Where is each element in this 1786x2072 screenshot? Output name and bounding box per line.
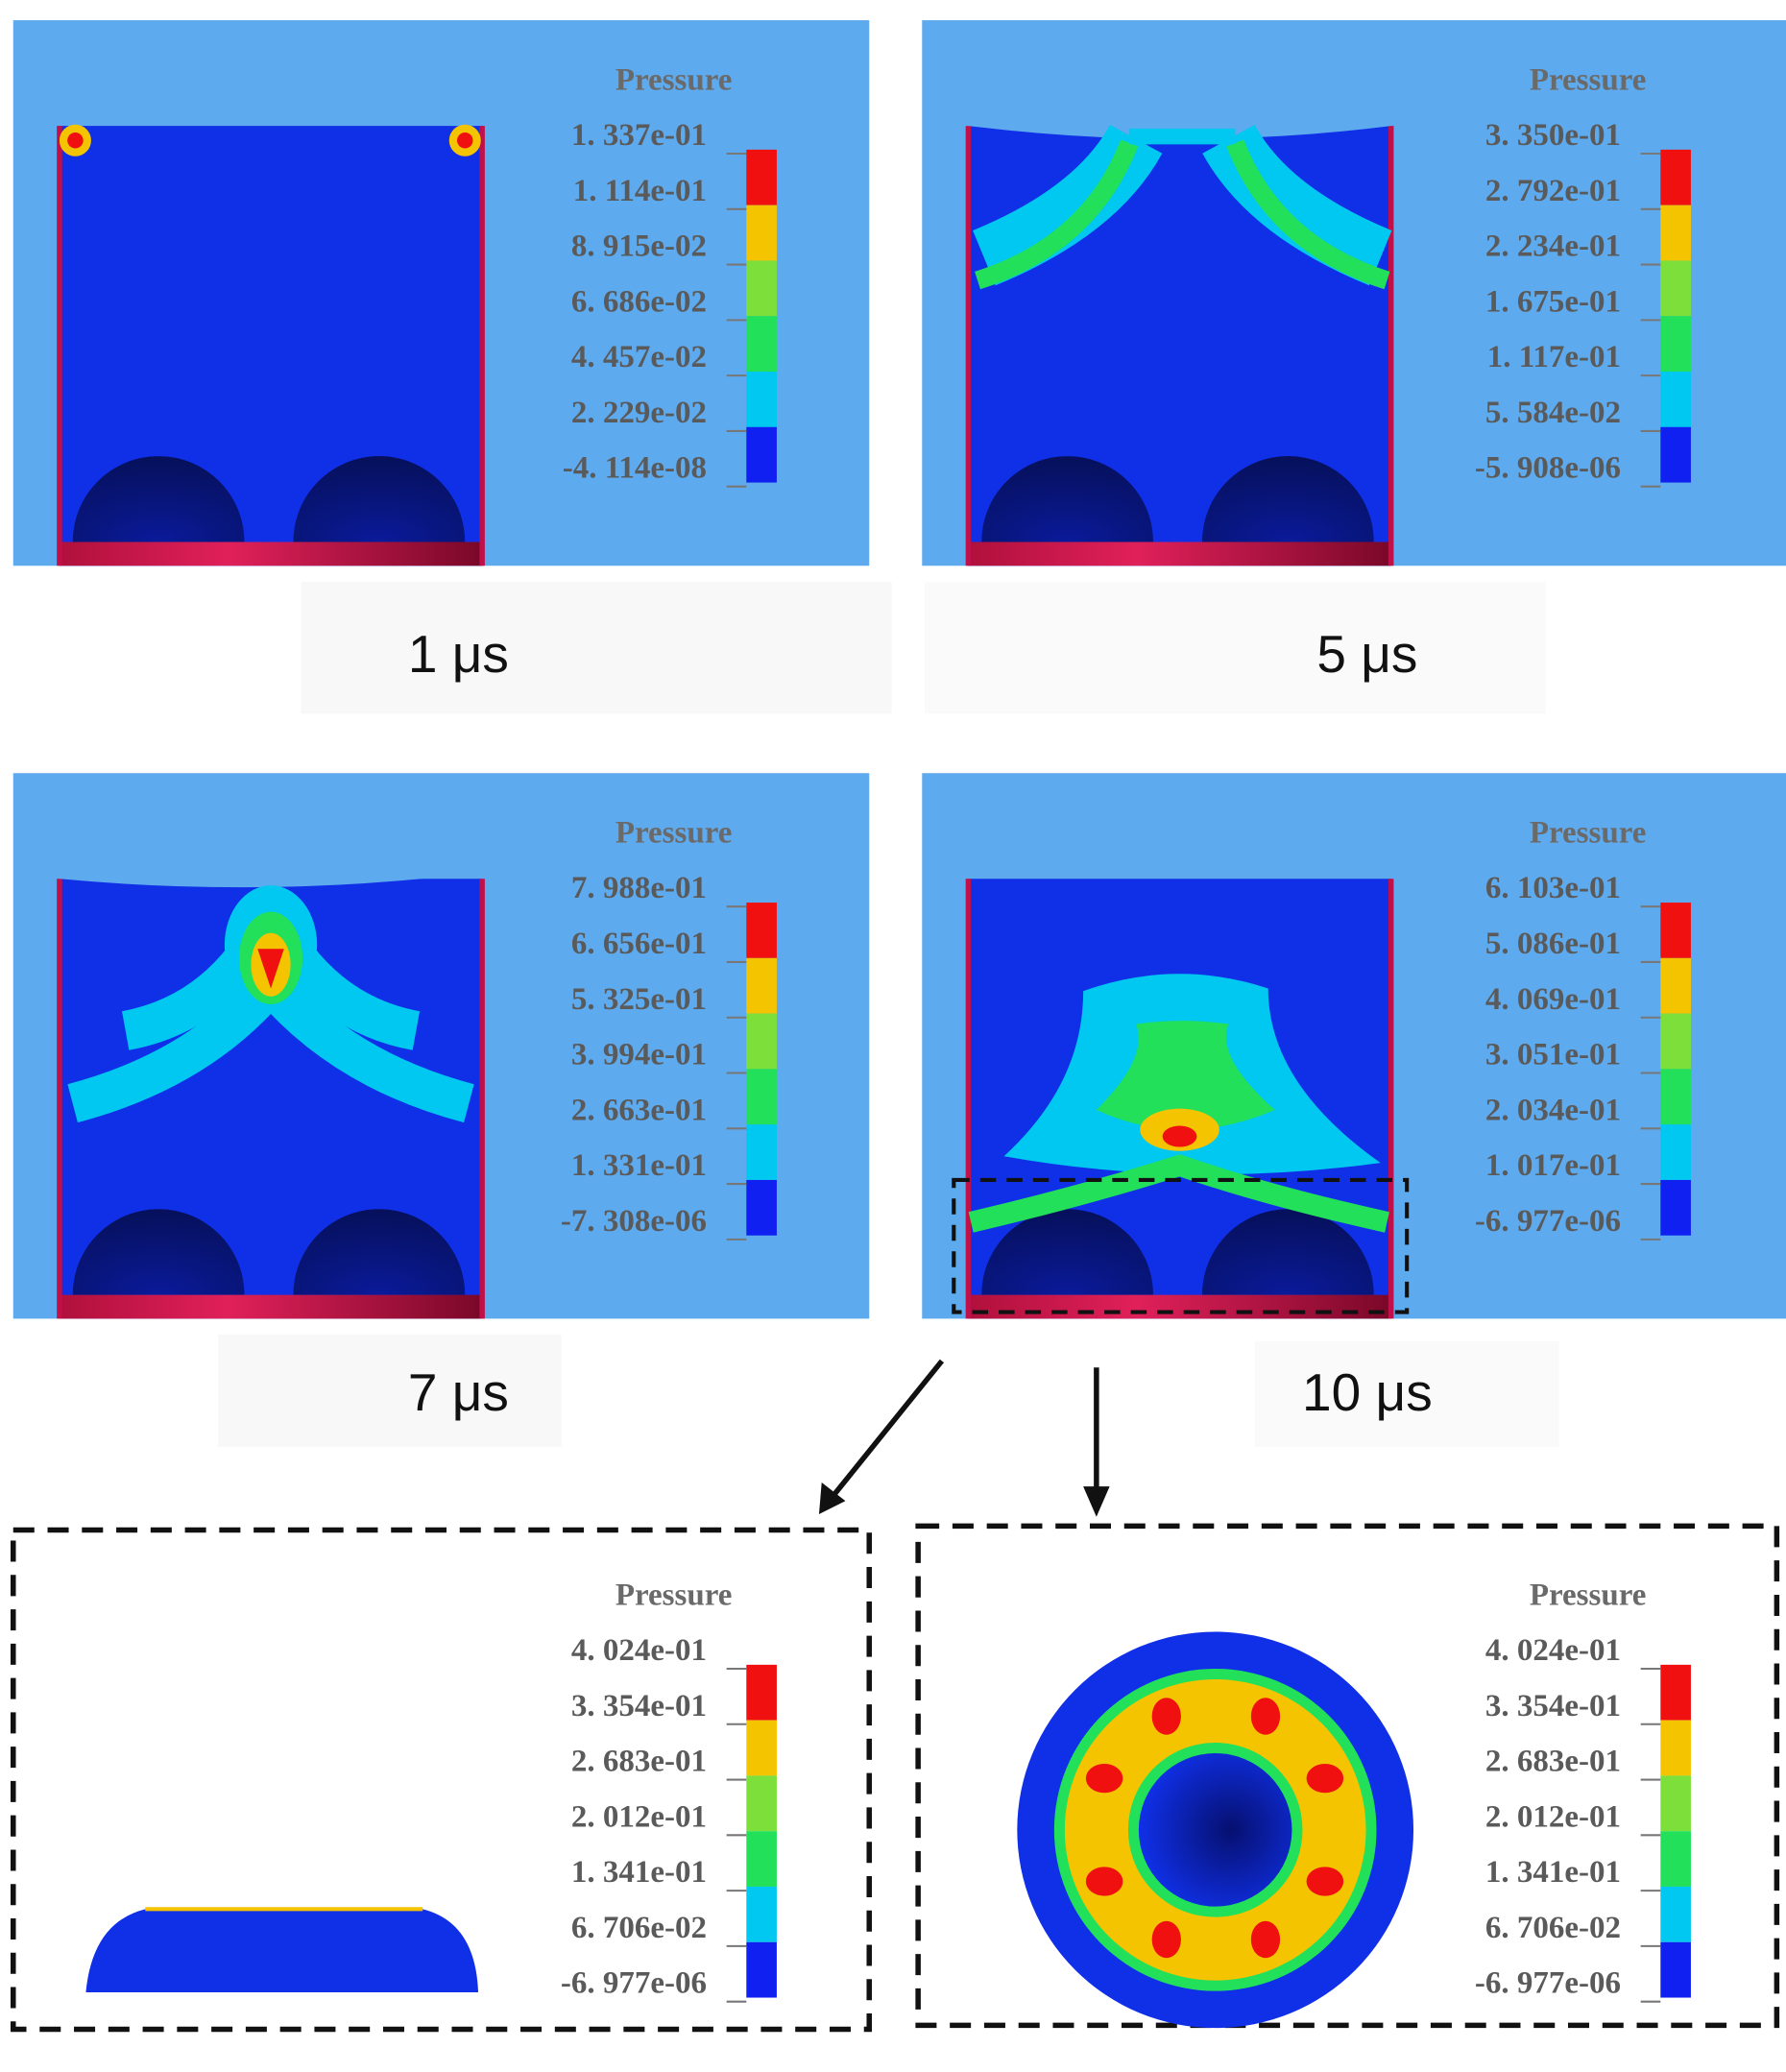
colorbar-segment: [746, 1775, 777, 1832]
legend-label: 1. 017e-01: [1485, 1148, 1621, 1183]
colorbar-segment: [746, 1013, 777, 1070]
legend-label: -7. 308e-06: [561, 1204, 707, 1239]
colorbar-segment: [1660, 149, 1691, 205]
legend-label: -6. 977e-06: [1475, 1966, 1621, 2001]
colorbar-segment: [746, 1124, 777, 1180]
colorbar-segment: [746, 316, 777, 373]
colorbar-segment: [746, 957, 777, 1014]
colorbar-segment: [1660, 1886, 1691, 1942]
legend-title: Pressure: [615, 1578, 733, 1612]
colorbar-segment: [1660, 205, 1691, 261]
colorbar-segment: [746, 1069, 777, 1125]
arrows: [818, 1359, 1110, 1517]
legend-label: -5. 908e-06: [1475, 451, 1621, 486]
legend-title: Pressure: [1530, 62, 1647, 97]
colorbar-segment: [1660, 1124, 1691, 1180]
legend-label: 6. 656e-01: [571, 927, 707, 961]
time-caption: 5 μs: [1316, 624, 1417, 684]
legend-label: 2. 234e-01: [1485, 229, 1621, 264]
legend-label: 1. 675e-01: [1485, 284, 1621, 319]
legend-label: -6. 977e-06: [561, 1966, 707, 2001]
colorbar-segment: [1660, 903, 1691, 958]
legend-label: 4. 024e-01: [571, 1633, 707, 1668]
legend-label: 1. 341e-01: [1485, 1855, 1621, 1890]
legend-label: 4. 069e-01: [1485, 982, 1621, 1017]
colorbar-segment: [1660, 426, 1691, 483]
legend-title: Pressure: [615, 62, 733, 97]
legend-label: -4. 114e-08: [563, 451, 707, 486]
colorbar-segment: [746, 426, 777, 483]
colorbar-segment: [746, 1664, 777, 1721]
colorbar-segment: [1660, 1069, 1691, 1125]
legend-label: 1. 337e-01: [571, 118, 707, 153]
colorbar-segment: [746, 1179, 777, 1236]
legend-label: 2. 229e-02: [571, 396, 707, 430]
colorbar-segment: [1660, 1941, 1691, 1998]
colorbar-segment: [1660, 1013, 1691, 1070]
legend-label: 2. 012e-01: [571, 1799, 707, 1834]
legend-label: 7. 988e-01: [571, 871, 707, 905]
simulation-1us: [60, 125, 482, 566]
legend-title: Pressure: [1530, 815, 1647, 850]
legend-label: 5. 584e-02: [1485, 396, 1621, 430]
legend-label: 3. 354e-01: [571, 1689, 707, 1723]
colorbar-segment: [746, 1720, 777, 1776]
legend-label: 6. 706e-02: [1485, 1911, 1621, 1945]
simulation-10us: [952, 879, 1410, 1318]
legend-label: 3. 994e-01: [571, 1038, 707, 1072]
zoom-side: [11, 1527, 872, 2033]
legend-label: 1. 341e-01: [571, 1855, 707, 1890]
legends: Pressure 1. 337e-01 1. 114e-01 8. 915e-02 6.…: [408, 62, 1691, 2003]
colorbar-segment: [746, 149, 777, 205]
colorbar-segment: [1660, 1775, 1691, 1832]
legend-label: 3. 051e-01: [1485, 1038, 1621, 1072]
legend-label: 1. 114e-01: [573, 174, 707, 208]
legend-title: Pressure: [1530, 1578, 1647, 1612]
colorbar-segment: [746, 205, 777, 261]
legend-label: 5. 325e-01: [571, 982, 707, 1017]
colorbar-segment: [1660, 316, 1691, 373]
legend-label: 2. 012e-01: [1485, 1799, 1621, 1834]
colorbar-segment: [746, 1886, 777, 1942]
legend-label: 3. 350e-01: [1485, 118, 1621, 153]
legend-label: 6. 103e-01: [1485, 871, 1621, 905]
legend-label: 8. 915e-02: [571, 229, 707, 264]
colorbar-segment: [1660, 1720, 1691, 1776]
legend-label: 2. 792e-01: [1485, 174, 1621, 208]
legend-label: 5. 086e-01: [1485, 927, 1621, 961]
legend-label: 1. 117e-01: [1487, 340, 1621, 374]
legend-label: 2. 034e-01: [1485, 1093, 1621, 1127]
legend-label: 2. 683e-01: [571, 1745, 707, 1779]
colorbar-segment: [746, 372, 777, 427]
legend-label: 2. 683e-01: [1485, 1745, 1621, 1779]
legend-title: Pressure: [615, 815, 733, 850]
colorbar-segment: [1660, 1831, 1691, 1887]
zoom-top: [915, 1523, 1780, 2029]
time-caption: 7 μs: [408, 1362, 509, 1422]
colorbar-segment: [746, 1941, 777, 1998]
colorbar-segment: [746, 1831, 777, 1887]
colorbar-segment: [1660, 957, 1691, 1014]
simulation-5us: [968, 119, 1390, 566]
colorbar-segment: [746, 260, 777, 317]
legend-label: 3. 354e-01: [1485, 1689, 1621, 1723]
legend-label: 2. 663e-01: [571, 1093, 707, 1127]
legend-label: 6. 686e-02: [571, 284, 707, 319]
colorbar-segment: [1660, 1664, 1691, 1721]
legend-label: 6. 706e-02: [571, 1911, 707, 1945]
time-caption: 1 μs: [408, 624, 509, 684]
simulation-7us: [60, 858, 482, 1319]
legend-label: 4. 024e-01: [1485, 1633, 1621, 1668]
colorbar-segment: [1660, 260, 1691, 317]
colorbar-segment: [746, 903, 777, 958]
legend-label: 1. 331e-01: [571, 1148, 707, 1183]
legend-label: 4. 457e-02: [571, 340, 707, 374]
legend-label: -6. 977e-06: [1475, 1204, 1621, 1239]
time-caption: 10 μs: [1302, 1362, 1433, 1422]
colorbar-segment: [1660, 372, 1691, 427]
colorbar-segment: [1660, 1179, 1691, 1236]
